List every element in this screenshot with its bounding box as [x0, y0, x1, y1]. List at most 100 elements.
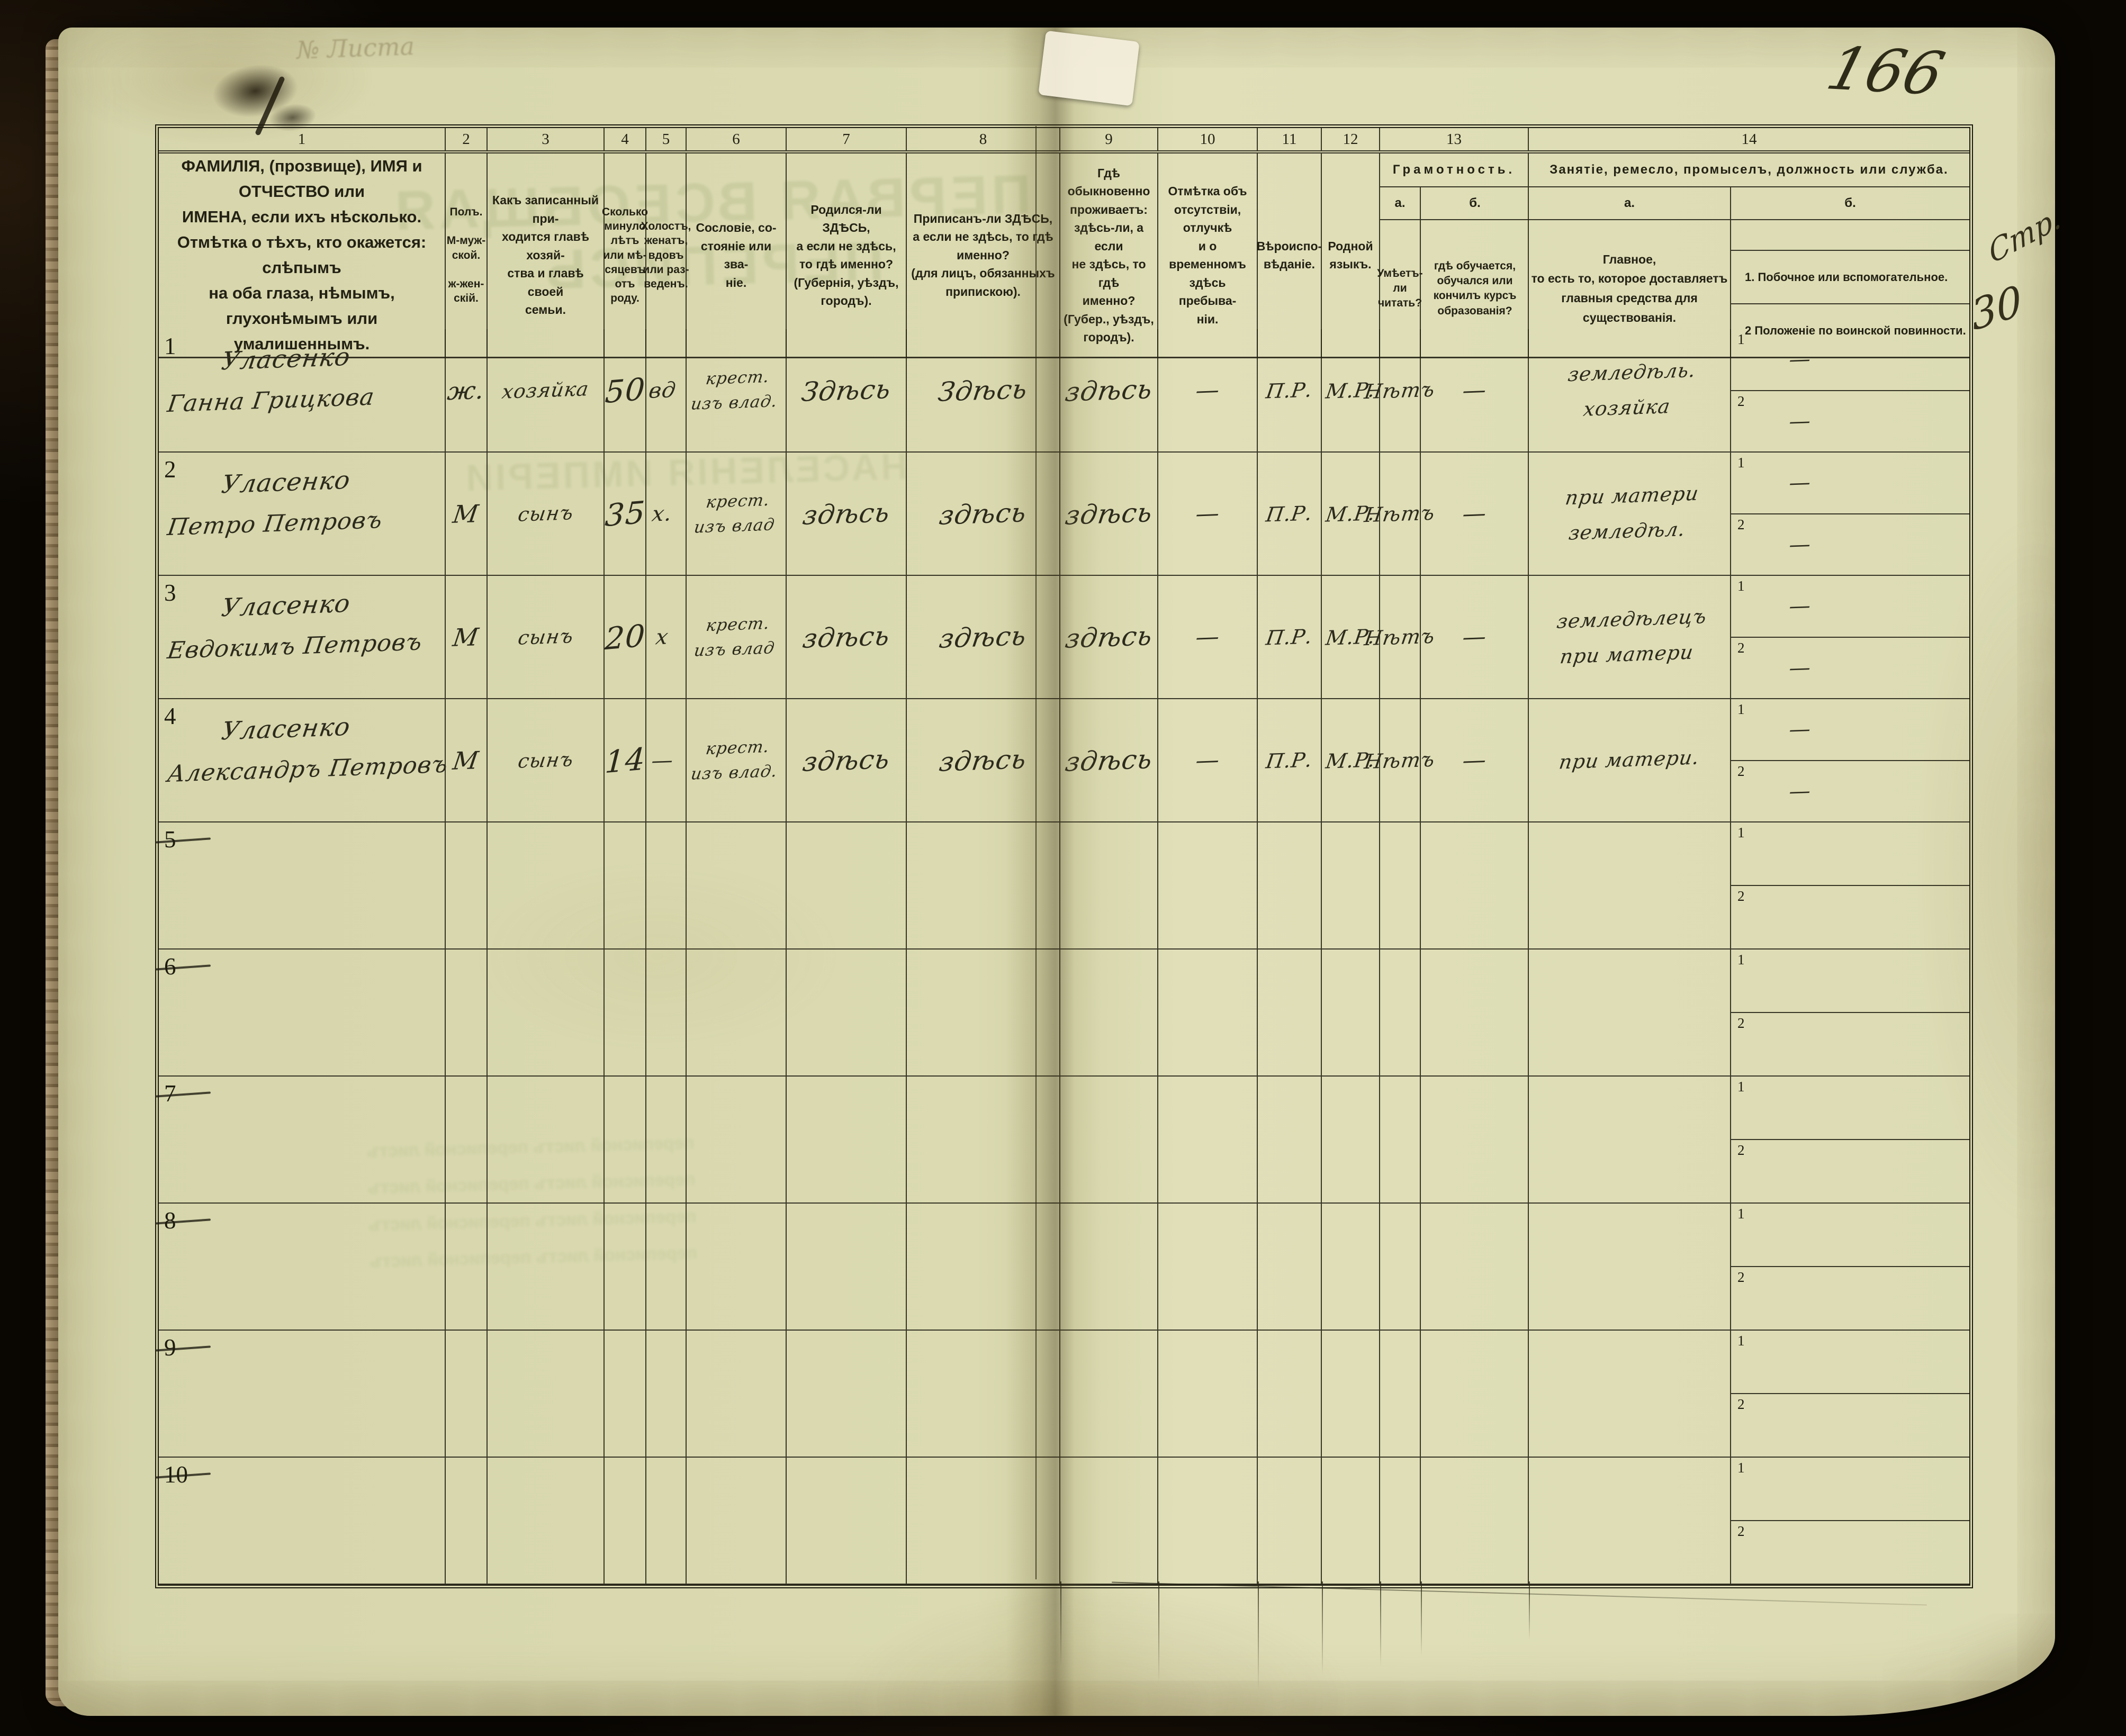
- cell-registered: [907, 1458, 1060, 1585]
- table-line-stub: [1060, 1581, 1061, 1666]
- subrow-label-1: 1: [1737, 825, 1745, 840]
- cell-religion: П.Р.: [1258, 699, 1322, 822]
- header-literacy-b: гдѣ обучается, обучался или кончилъ курс…: [1433, 259, 1517, 317]
- cell-literacy-edu: [1421, 1077, 1529, 1204]
- cell-born: [787, 1331, 907, 1458]
- subrow-label-2: 2: [1737, 393, 1745, 409]
- header-literacy-b-label: б.: [1421, 187, 1529, 220]
- cell-marital: вд: [646, 329, 687, 453]
- cell-sex: М: [446, 453, 488, 576]
- cell-literacy: [1380, 1077, 1421, 1204]
- subrow-label-1: 1: [1737, 455, 1745, 471]
- col-number-14: 14: [1741, 130, 1757, 148]
- row-number: 9: [164, 1334, 176, 1361]
- table-row: 9 1 2: [155, 1331, 1969, 1458]
- cell-literacy-edu-handwriting: —: [1460, 376, 1489, 404]
- cell-sex: [446, 1204, 488, 1331]
- cell-residence: [1060, 1204, 1158, 1331]
- cell-born-handwriting: здѣсь: [800, 496, 892, 531]
- cell-absence: —: [1158, 576, 1258, 699]
- side-occupation-handwriting: —: [1787, 593, 1813, 619]
- cell-born: здѣсь: [787, 699, 907, 822]
- cell-religion: [1258, 1331, 1322, 1458]
- cell-residence: здѣсь: [1060, 699, 1158, 822]
- cell-literacy-edu: —: [1421, 453, 1529, 576]
- cell-sex: [446, 822, 488, 950]
- cell-literacy: [1380, 1458, 1421, 1585]
- header-occupation-title: Занятіе, ремесло, промыселъ, должность и…: [1529, 153, 1969, 187]
- cell-registered-handwriting: здѣсь: [937, 496, 1029, 531]
- occupation-handwriting: земледѣлецъ при матери: [1555, 605, 1709, 668]
- cell-language: [1322, 822, 1380, 950]
- cell-age: [605, 822, 646, 950]
- repair-tape: [1038, 30, 1140, 106]
- cell-absence: [1158, 1331, 1258, 1458]
- table-line-stub: [1529, 1581, 1530, 1640]
- surname-handwriting: Уласенко: [219, 712, 353, 746]
- header-occupation-a: Главное, то есть то, которое доставляетъ…: [1531, 252, 1728, 324]
- cell-occupation-main: [1529, 1204, 1731, 1331]
- cell-age: 35: [603, 453, 646, 576]
- cell-estate: крест. изъ влад.: [687, 329, 787, 453]
- cell-name: 7: [155, 1077, 446, 1204]
- row-number: 1: [164, 333, 176, 359]
- row-number: 7: [164, 1080, 176, 1107]
- cell-age: 50: [603, 329, 646, 453]
- cell-born: [787, 822, 907, 950]
- cell-literacy-edu: [1421, 1458, 1529, 1585]
- header-sex: Полъ. М-муж- ской. ж-жен- скій.: [446, 205, 486, 305]
- cell-residence-handwriting: здѣсь: [1063, 620, 1155, 654]
- census-page: ПЕРВАЯ ВСЕОБЩАЯ ПЕРЕПИСЬ НАСЕЛЕНІЯ ИМПЕР…: [58, 28, 2064, 1716]
- cell-relation: хозяйка: [488, 329, 605, 453]
- cell-literacy: [1380, 950, 1421, 1077]
- military-status-handwriting: —: [1787, 409, 1813, 434]
- cell-residence: [1060, 1077, 1158, 1204]
- subrow-label-2: 2: [1737, 888, 1745, 904]
- cell-absence: [1158, 822, 1258, 950]
- cell-language: [1322, 1331, 1380, 1458]
- col-number-3: 3: [488, 128, 605, 150]
- header-age: Сколько минуло лѣтъ или мѣ- сяцевъ отъ р…: [602, 205, 648, 305]
- occupation-handwriting: при матери.: [1557, 746, 1701, 774]
- header-marital: Холостъ, женатъ, вдовъ или раз- веденъ.: [641, 220, 691, 291]
- cell-relation: [488, 1077, 605, 1204]
- cell-sex-handwriting: М: [451, 745, 481, 775]
- cell-absence: —: [1158, 453, 1258, 576]
- header-literacy-a-label: а.: [1380, 187, 1420, 220]
- cell-sex-handwriting: М: [451, 622, 481, 652]
- cell-literacy: Нѣтъ: [1363, 576, 1437, 699]
- cell-age: [605, 1331, 646, 1458]
- col-number-13: 13: [1380, 128, 1529, 150]
- cell-age: [605, 1458, 646, 1585]
- cell-absence: [1158, 1077, 1258, 1204]
- cell-born: [787, 1458, 907, 1585]
- cell-estate: [687, 1204, 787, 1331]
- cell-name: 9: [155, 1331, 446, 1458]
- subrow-label-2: 2: [1737, 1396, 1745, 1412]
- cell-literacy-edu: [1421, 1204, 1529, 1331]
- cell-absence-handwriting: —: [1193, 500, 1222, 528]
- given-name-handwriting: Петро Петровъ: [165, 507, 384, 541]
- cell-absence: [1158, 1458, 1258, 1585]
- cell-marital: х.: [646, 453, 687, 576]
- cell-estate: [687, 1331, 787, 1458]
- surname-handwriting: Уласенко: [219, 465, 353, 500]
- subrow-label-1: 1: [1737, 578, 1745, 594]
- table-line-stub: [1322, 1581, 1323, 1674]
- cell-name: 3 Уласенко Евдокимъ Петровъ: [159, 576, 446, 699]
- cell-absence-handwriting: —: [1193, 746, 1222, 774]
- cell-sex: [446, 1077, 488, 1204]
- margin-note-30: 30: [1968, 276, 2025, 341]
- side-occupation-handwriting: —: [1787, 717, 1813, 742]
- cell-relation-handwriting: хозяйка: [500, 377, 591, 403]
- cell-occupation-side: 1—2—: [1731, 329, 1969, 453]
- subrow-label-1: 1: [1737, 1333, 1745, 1349]
- cell-literacy-edu: —: [1421, 699, 1529, 822]
- col-number-7: 7: [787, 128, 907, 150]
- cell-literacy-edu-handwriting: —: [1460, 500, 1489, 528]
